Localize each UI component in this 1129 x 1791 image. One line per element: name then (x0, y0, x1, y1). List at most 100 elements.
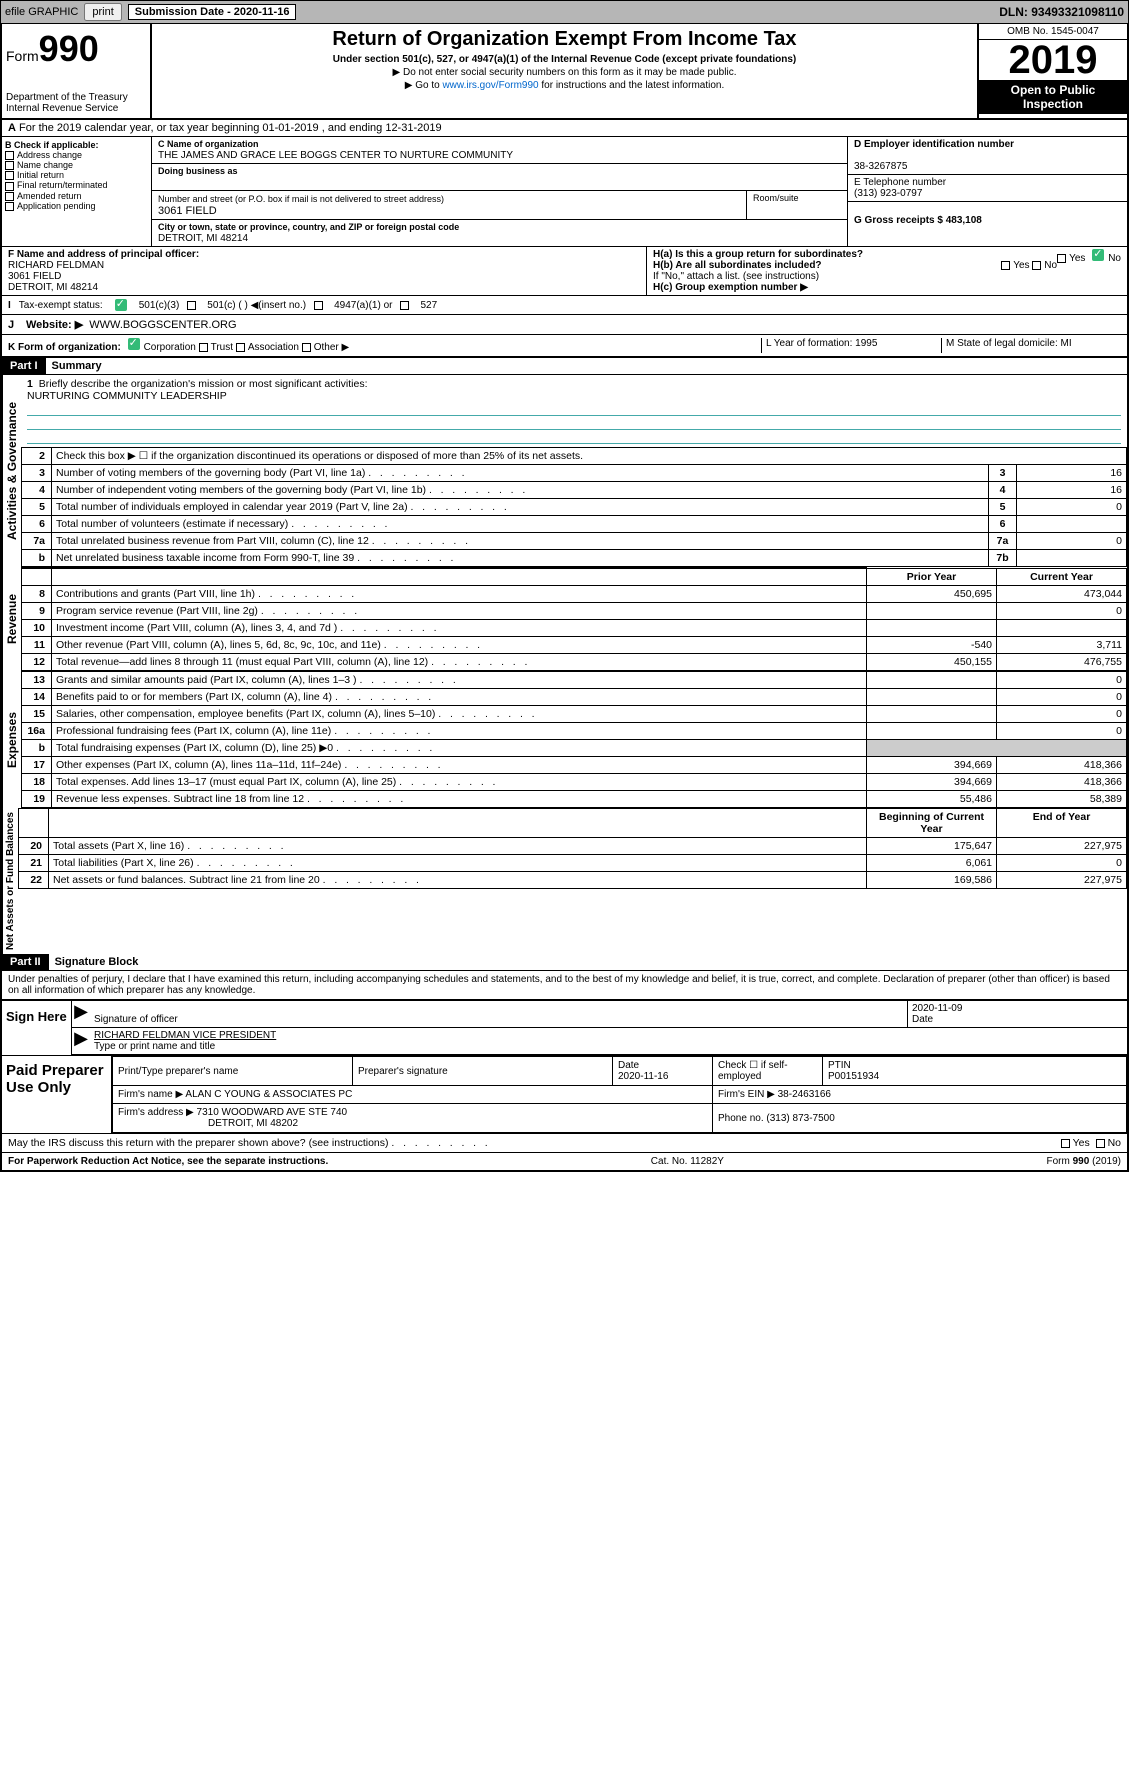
box-c: C Name of organizationTHE JAMES AND GRAC… (152, 137, 847, 246)
row-k-l-m: K Form of organization: Corporation Trus… (2, 334, 1127, 358)
box-f: F Name and address of principal officer:… (2, 247, 647, 295)
year-col: OMB No. 1545-0047 2019 Open to Public In… (977, 24, 1127, 118)
firm-name: ALAN C YOUNG & ASSOCIATES PC (185, 1089, 352, 1100)
room-suite: Room/suite (747, 191, 847, 219)
form-header: Form990 Department of the Treasury Inter… (2, 24, 1127, 120)
ein-label: D Employer identification number (854, 139, 1014, 150)
box-b-label: B Check if applicable: (5, 140, 99, 150)
submission-date: Submission Date - 2020-11-16 (128, 4, 297, 20)
city-state-zip: DETROIT, MI 48214 (158, 233, 248, 244)
side-revenue: Revenue (2, 567, 21, 671)
chk-final-return[interactable]: Final return/terminated (5, 180, 148, 190)
form-subtitle: Under section 501(c), 527, or 4947(a)(1)… (158, 54, 971, 65)
dln-label: DLN: 93493321098110 (302, 5, 1124, 19)
officer-signed-name: RICHARD FELDMAN VICE PRESIDENT (94, 1030, 276, 1041)
org-name: THE JAMES AND GRACE LEE BOGGS CENTER TO … (158, 150, 513, 161)
firm-ein: 38-2463166 (778, 1089, 831, 1100)
ptin: P00151934 (828, 1071, 879, 1082)
firm-phone: (313) 873-7500 (766, 1113, 834, 1124)
activities-governance: Activities & Governance 1 Briefly descri… (2, 375, 1127, 567)
box-d-e-g: D Employer identification number 38-32678… (847, 137, 1127, 246)
part-ii-header: Part II Signature Block (2, 954, 1127, 971)
city-label: City or town, state or province, country… (158, 222, 459, 232)
hc-label: H(c) Group exemption number ▶ (653, 282, 808, 293)
perjury-declaration: Under penalties of perjury, I declare th… (2, 971, 1127, 1000)
tax-exempt-label: Tax-exempt status: (19, 300, 103, 311)
revenue-section: Revenue Prior YearCurrent Year 8Contribu… (2, 567, 1127, 671)
side-activities-governance: Activities & Governance (2, 375, 21, 567)
box-h: H(a) Is this a group return for subordin… (647, 247, 1127, 295)
preparer-sig-hdr: Preparer's signature (353, 1057, 613, 1086)
part-i-header: Part I Summary (2, 358, 1127, 375)
firm-city: DETROIT, MI 48202 (208, 1118, 298, 1129)
ha-label: H(a) Is this a group return for subordin… (653, 249, 863, 260)
row-i: I Tax-exempt status: 501(c)(3) 501(c) ( … (2, 295, 1127, 314)
street-address: 3061 FIELD (158, 205, 217, 217)
chk-501c3 (115, 299, 127, 311)
chk-initial-return[interactable]: Initial return (5, 170, 148, 180)
irs-label: Internal Revenue Service (6, 103, 146, 114)
discuss-row: May the IRS discuss this return with the… (2, 1133, 1127, 1152)
paid-preparer: Paid Preparer Use Only Print/Type prepar… (2, 1055, 1127, 1133)
line-2: Check this box ▶ ☐ if the organization d… (52, 448, 1127, 465)
org-name-label: C Name of organization (158, 139, 259, 149)
paid-preparer-label: Paid Preparer Use Only (2, 1056, 112, 1133)
paperwork-notice: For Paperwork Reduction Act Notice, see … (8, 1156, 328, 1167)
cat-no: Cat. No. 11282Y (651, 1156, 724, 1167)
form-id-col: Form990 Department of the Treasury Inter… (2, 24, 152, 118)
form-ref: Form 990 (2019) (1047, 1156, 1122, 1167)
chk-addr-change[interactable]: Address change (5, 150, 148, 160)
prior-year-hdr: Prior Year (867, 568, 997, 586)
side-expenses: Expenses (2, 671, 21, 808)
discuss-label: May the IRS discuss this return with the… (8, 1137, 1061, 1149)
form-number: 990 (39, 28, 99, 69)
preparer-date: 2020-11-16 (618, 1071, 668, 1082)
officer-addr: 3061 FIELD (8, 271, 61, 282)
hb-note: If "No," attach a list. (see instruction… (653, 271, 1121, 282)
officer-city: DETROIT, MI 48214 (8, 282, 98, 293)
tax-year: 2019 (979, 40, 1127, 80)
mission-text: NURTURING COMMUNITY LEADERSHIP (27, 390, 227, 402)
eoy-hdr: End of Year (997, 809, 1127, 838)
net-assets-table: Beginning of Current YearEnd of Year 20T… (18, 808, 1127, 889)
form-word: Form (6, 48, 39, 64)
gross-receipts: G Gross receipts $ 483,108 (854, 215, 982, 226)
row-j: J Website: ▶ WWW.BOGGSCENTER.ORG (2, 314, 1127, 334)
phone-label: E Telephone number (854, 177, 946, 188)
sign-here: Sign Here ▶Signature of officer2020-11-0… (2, 1000, 1127, 1055)
self-employed-chk: Check ☐ if self-employed (713, 1057, 823, 1086)
addr-label: Number and street (or P.O. box if mail i… (158, 194, 444, 204)
year-formation: L Year of formation: 1995 (761, 338, 941, 353)
expenses-section: Expenses 13Grants and similar amounts pa… (2, 671, 1127, 808)
form-org-label: K Form of organization: (8, 342, 121, 353)
phone-value: (313) 923-0797 (854, 188, 922, 199)
section-b-to-g: B Check if applicable: Address change Na… (2, 137, 1127, 246)
print-button[interactable]: print (84, 3, 121, 21)
state-domicile: M State of legal domicile: MI (941, 338, 1121, 353)
ein-value: 38-3267875 (854, 161, 907, 172)
expenses-table: 13Grants and similar amounts paid (Part … (21, 671, 1127, 808)
signature-officer-label: Signature of officer (94, 1014, 178, 1025)
chk-app-pending[interactable]: Application pending (5, 201, 148, 211)
top-toolbar: efile GRAPHIC print Submission Date - 20… (0, 0, 1129, 24)
net-assets-section: Net Assets or Fund Balances Beginning of… (2, 808, 1127, 954)
summary-table: 2Check this box ▶ ☐ if the organization … (21, 447, 1127, 567)
section-f-h: F Name and address of principal officer:… (2, 246, 1127, 295)
website-value: WWW.BOGGSCENTER.ORG (89, 319, 236, 331)
dba-label: Doing business as (158, 166, 238, 176)
officer-name: RICHARD FELDMAN (8, 260, 104, 271)
chk-amended[interactable]: Amended return (5, 191, 148, 201)
irs-link[interactable]: www.irs.gov/Form990 (442, 80, 538, 91)
form-title: Return of Organization Exempt From Incom… (158, 28, 971, 51)
public-inspection: Open to Public Inspection (979, 80, 1127, 114)
form-990: Form990 Department of the Treasury Inter… (0, 24, 1129, 1172)
preparer-name-hdr: Print/Type preparer's name (113, 1057, 353, 1086)
chk-name-change[interactable]: Name change (5, 160, 148, 170)
efile-label: efile GRAPHIC (5, 6, 78, 18)
sign-here-label: Sign Here (2, 1001, 72, 1055)
paid-preparer-table: Print/Type preparer's name Preparer's si… (112, 1056, 1127, 1133)
line-a: A For the 2019 calendar year, or tax yea… (2, 120, 1127, 137)
form-title-col: Return of Organization Exempt From Incom… (152, 24, 977, 118)
firm-addr: 7310 WOODWARD AVE STE 740 (197, 1107, 348, 1118)
officer-label: F Name and address of principal officer: (8, 249, 199, 260)
